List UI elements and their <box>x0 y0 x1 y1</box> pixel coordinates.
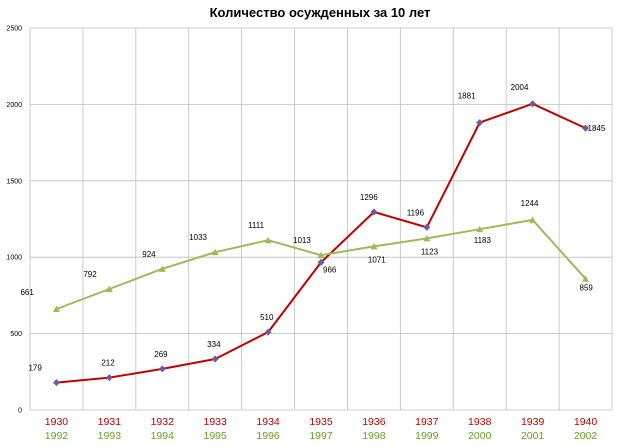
data-point <box>158 365 166 373</box>
y-tick-label: 2000 <box>6 102 22 109</box>
x-tick-label: 1999 <box>415 430 439 442</box>
y-tick-label: 1500 <box>6 178 22 185</box>
data-point <box>211 355 219 363</box>
data-label: 924 <box>142 250 156 259</box>
data-point <box>105 374 113 382</box>
data-point <box>423 234 431 242</box>
data-label: 1296 <box>360 193 378 202</box>
x-tick-label: 1996 <box>256 430 280 442</box>
data-label: 1244 <box>521 199 539 208</box>
x-tick-label: 1932 <box>151 416 175 428</box>
data-label: 859 <box>580 284 594 293</box>
data-point <box>370 242 378 250</box>
data-label: 661 <box>20 288 34 297</box>
y-tick-label: 500 <box>10 331 22 338</box>
data-label: 212 <box>101 359 115 368</box>
data-label: 510 <box>260 313 274 322</box>
x-tick-label: 1935 <box>309 416 333 428</box>
x-tick-label: 1998 <box>362 430 386 442</box>
data-label: 966 <box>323 265 337 274</box>
x-tick-label: 1997 <box>309 430 333 442</box>
data-point <box>105 285 113 292</box>
data-labels: 179 212 269 334 510 966 1296 1196 1881 2004 1845 66… <box>20 83 605 373</box>
data-point <box>529 216 537 223</box>
data-point <box>317 258 325 266</box>
data-point <box>264 328 272 336</box>
data-label: 1196 <box>407 208 425 217</box>
data-label: 1123 <box>421 247 439 256</box>
x-tick-label: 1992 <box>45 430 69 442</box>
data-point <box>158 265 166 272</box>
data-label: 1183 <box>474 236 492 245</box>
data-label: 1033 <box>189 233 207 242</box>
data-label: 269 <box>154 350 168 359</box>
y-axis-ticks: 0 500 1000 1500 2000 2500 <box>6 26 22 415</box>
data-point <box>423 223 431 231</box>
data-point <box>476 225 484 233</box>
x-tick-label: 1936 <box>362 416 386 428</box>
x-tick-label: 2002 <box>574 430 598 442</box>
data-point <box>370 208 378 216</box>
data-label: 1111 <box>248 221 265 230</box>
x-tick-label: 1940 <box>574 416 598 428</box>
x-tick-label: 2001 <box>521 430 545 442</box>
y-tick-label: 0 <box>18 408 22 415</box>
x-tick-label: 1994 <box>151 430 175 442</box>
data-point <box>52 379 60 387</box>
data-label: 1845 <box>588 124 606 133</box>
data-point <box>476 119 484 127</box>
data-point <box>582 124 590 132</box>
x-tick-label: 2000 <box>468 430 492 442</box>
data-label: 2004 <box>511 83 529 92</box>
data-point <box>211 248 219 256</box>
data-label: 792 <box>83 270 97 279</box>
x-tick-label: 1931 <box>98 416 122 428</box>
data-point <box>317 251 325 259</box>
x-tick-label: 1934 <box>256 416 280 428</box>
data-label: 1013 <box>293 236 311 245</box>
data-point <box>52 305 60 312</box>
x-tick-label: 1933 <box>204 416 228 428</box>
data-point <box>264 236 272 244</box>
x-tick-label: 1930 <box>45 416 69 428</box>
x-tick-label: 1937 <box>415 416 439 428</box>
data-markers <box>52 100 590 387</box>
data-point <box>582 275 590 282</box>
x-tick-label: 1939 <box>521 416 545 428</box>
x-axis-ticks: 1930 1931 1932 1933 1934 1935 1936 1937 1938 1939… <box>45 416 598 442</box>
data-label: 1881 <box>458 92 476 101</box>
y-tick-label: 1000 <box>6 255 22 262</box>
data-point <box>529 100 537 108</box>
y-tick-label: 2500 <box>6 26 22 33</box>
x-tick-label: 1993 <box>98 430 122 442</box>
chart-title: Количество осужденных за 10 лет <box>210 5 431 20</box>
x-tick-label: 1938 <box>468 416 492 428</box>
data-label: 179 <box>28 364 42 373</box>
data-label: 334 <box>207 340 221 349</box>
x-tick-label: 1995 <box>204 430 228 442</box>
data-label: 1071 <box>368 255 386 264</box>
